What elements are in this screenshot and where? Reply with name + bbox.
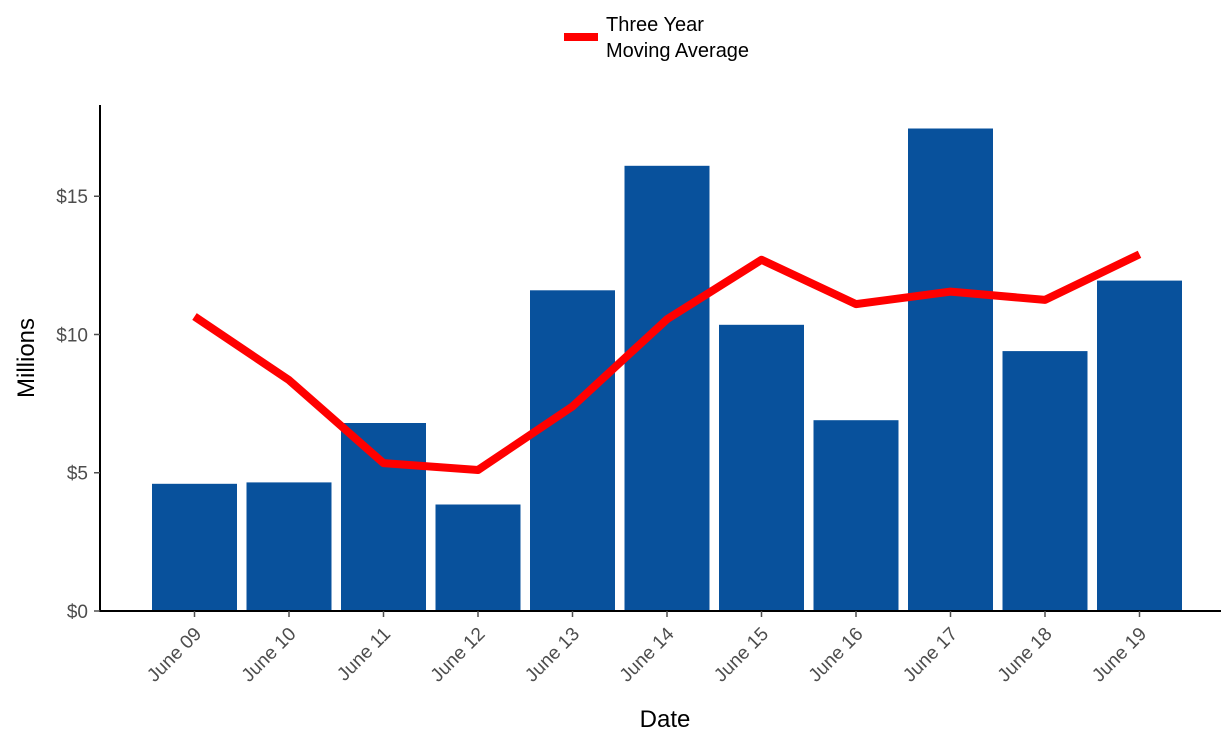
y-tick-label: $15 — [56, 187, 88, 208]
bar-june-11 — [341, 423, 426, 611]
bar-june-09 — [152, 483, 237, 611]
x-axis-title: Date — [640, 706, 691, 732]
x-tick-label: June 11 — [333, 624, 395, 686]
x-tick-label: June 19 — [1088, 624, 1151, 687]
x-tick-label: June 15 — [710, 624, 773, 687]
moving-average-line — [192, 250, 1142, 474]
y-ticks: $0 $5 $10 $15 — [56, 187, 100, 623]
bar-june-12 — [435, 504, 521, 611]
bar-june-13 — [530, 290, 615, 611]
x-tick-label: June 13 — [521, 624, 584, 687]
bar-june-16 — [813, 420, 899, 611]
bar-june-18 — [1002, 351, 1088, 611]
y-tick-label: $5 — [67, 464, 88, 485]
bars-group — [152, 128, 1182, 612]
bar-june-10 — [246, 482, 332, 611]
x-tick-label: June 14 — [616, 623, 679, 686]
bar-june-15 — [719, 324, 804, 611]
x-tick-label: June 18 — [994, 624, 1057, 687]
x-tick-label: June 09 — [143, 624, 206, 687]
x-tick-label: June 12 — [427, 624, 490, 687]
legend-label-line-1: Three Year — [606, 14, 704, 36]
x-ticks: June 09 June 10 June 11 June 12 June 13 June … — [143, 611, 1151, 686]
y-axis-title: Millions — [13, 318, 40, 398]
x-tick-label: June 16 — [805, 624, 868, 687]
y-tick-label: $0 — [67, 602, 88, 623]
bar-june-14 — [624, 165, 710, 612]
x-tick-label: June 10 — [238, 624, 301, 687]
bar-june-19 — [1097, 280, 1182, 611]
x-tick-label: June 17 — [899, 624, 962, 687]
legend-label-line-2: Moving Average — [606, 40, 749, 62]
legend: Three Year Moving Average — [564, 14, 749, 62]
bar-june-17 — [908, 128, 993, 611]
line-layer — [192, 250, 1142, 474]
y-tick-label: $10 — [56, 325, 88, 346]
